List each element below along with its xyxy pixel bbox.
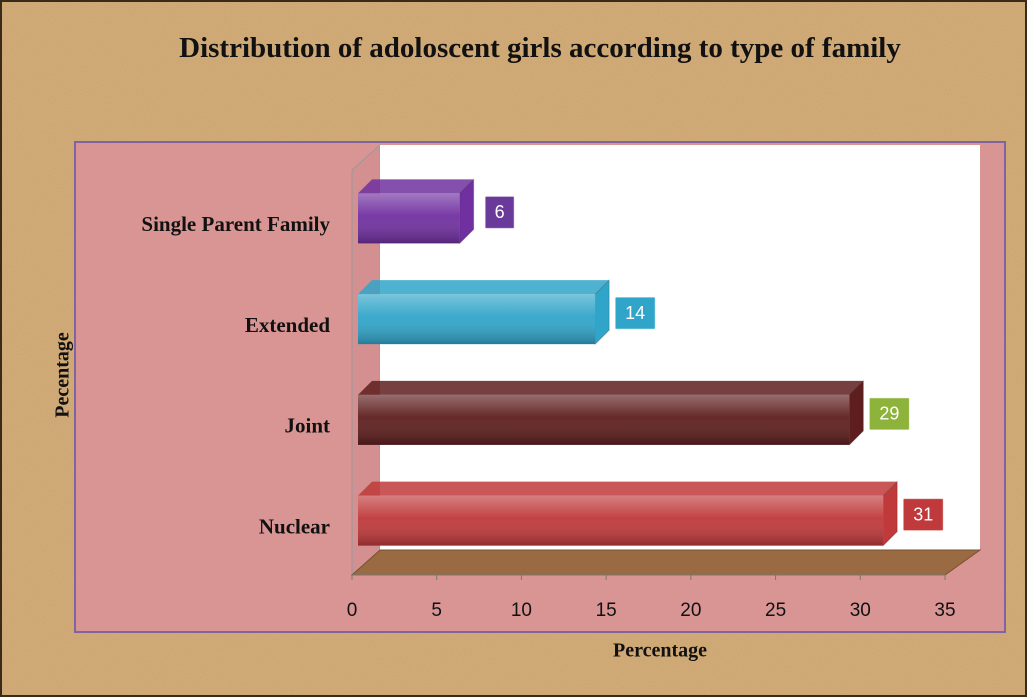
bar-shine: [358, 495, 884, 546]
bar-top: [358, 280, 610, 295]
y-tick-label: Extended: [245, 313, 331, 337]
x-tick-label: 0: [347, 600, 358, 621]
bar-top: [358, 481, 898, 496]
x-tick-label: 25: [765, 600, 786, 621]
bar-shine: [358, 193, 460, 244]
x-tick-label: 5: [431, 600, 442, 621]
x-axis-label: Percentage: [613, 640, 707, 662]
x-tick-label: 35: [934, 600, 955, 621]
floor: [350, 549, 982, 576]
chart-title: Distribution of adoloscent girls accordi…: [179, 32, 901, 64]
value-label: 6: [495, 202, 505, 222]
x-tick-label: 20: [680, 600, 701, 621]
value-label-box: [614, 296, 656, 330]
y-tick-label: Nuclear: [259, 514, 330, 538]
bar-shine: [358, 394, 850, 445]
value-label: 31: [913, 504, 933, 524]
bar-top: [358, 179, 474, 194]
y-tick-label: Joint: [284, 414, 330, 438]
y-tick-label: Single Parent Family: [141, 212, 330, 236]
value-label-box: [902, 498, 944, 532]
x-tick-label: 15: [596, 600, 617, 621]
bar-shine: [358, 294, 596, 345]
value-label-box: [484, 195, 515, 229]
y-axis-label: Pecentage: [52, 332, 74, 418]
x-tick-label: 10: [511, 600, 532, 621]
x-tick-label: 30: [850, 600, 871, 621]
value-label: 29: [879, 404, 899, 424]
value-label: 14: [625, 303, 645, 323]
value-label-box: [868, 397, 910, 431]
bar-top: [358, 380, 864, 395]
